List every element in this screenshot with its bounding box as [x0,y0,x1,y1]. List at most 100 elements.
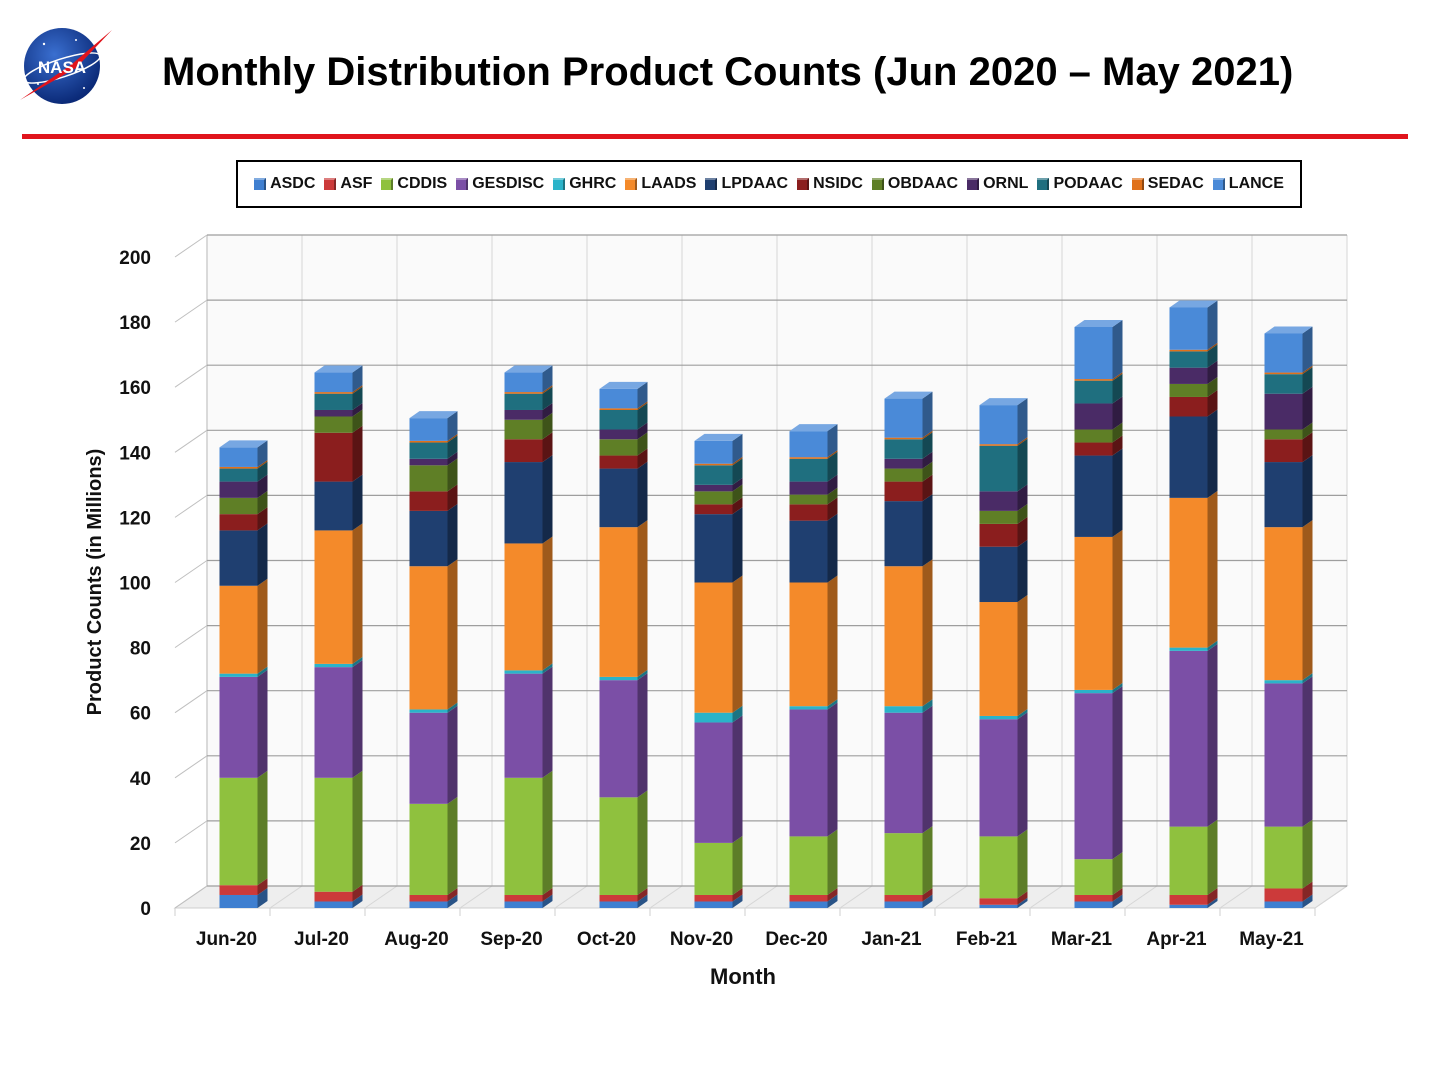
bar-segment-lance [789,424,838,458]
bar-segment-asf [219,878,268,895]
bar-segment-sedac [1074,372,1123,381]
x-tick-label: May-21 [1239,929,1304,950]
x-tick-label: Dec-20 [765,929,827,950]
bar-segment-laads [979,595,1028,716]
bar-top-cap [1074,319,1123,327]
legend-item-ornl: ORNL [967,175,1028,193]
legend-item-sedac: SEDAC [1131,175,1204,193]
bar-segment-asdc [219,887,268,908]
bar-segment-lance [504,365,553,393]
legend-item-podaac: PODAAC [1037,175,1123,193]
bar-segment-nsidc [789,497,838,521]
legend-swatch [625,178,638,190]
bar-segment-obdaac [884,461,933,482]
bar-segment-cddis [884,826,933,895]
bar-top-cap [1169,300,1218,308]
bar-segment-nsidc [1074,435,1123,456]
x-tick-label: Oct-20 [577,929,636,950]
bar-segment-nsidc [409,484,458,511]
y-axis-label: Product Counts (in Millions) [84,449,106,716]
bar-segment-ghrc [884,699,933,713]
bar-segment-gesdisc [504,666,553,778]
bar-segment-lance [694,433,743,464]
bar-segment-laads [314,523,363,664]
bar-segment-asdc [599,894,648,908]
bar-segment-lpdaac [789,513,838,583]
y-tick-label: 60 [130,704,151,725]
legend-item-gesdisc: GESDISC [456,175,544,193]
bar-segment-laads [1264,520,1313,681]
bar-segment-obdaac [1264,422,1313,440]
bar-segment-nsidc [219,507,268,531]
bar-segment-gesdisc [1264,676,1313,827]
bar-segment-laads [1169,490,1218,648]
bar-segment-lpdaac [219,523,268,586]
legend-item-cddis: CDDIS [381,175,447,193]
bar-segment-ghrc [504,663,553,674]
bar-segment-lance [409,411,458,441]
bar-top-cap [884,391,933,399]
bar-segment-lance [1264,326,1313,373]
y-tick-label: 140 [119,443,151,464]
bar-segment-asdc [314,894,363,908]
y-tick-label: 0 [140,899,151,920]
bar-segment-gesdisc [1169,643,1218,827]
bar-top-cap [219,440,268,448]
bar-segment-asdc [789,894,838,908]
bar-segment-asdc [694,894,743,908]
bar-segment-lance [314,365,363,393]
x-tick-label: Feb-21 [956,929,1018,950]
bar-segment-cddis [789,829,838,895]
bar-segment-ornl [409,451,458,466]
y-tick-label: 180 [119,313,151,334]
bar-stack [219,440,268,908]
bar-segment-laads [694,575,743,713]
bar-segment-nsidc [504,432,553,463]
legend-label: ASDC [270,175,316,192]
bar-segment-nsidc [599,448,648,469]
legend-swatch [1131,178,1144,190]
y-tick-label: 100 [119,574,151,595]
bar-segment-lance [1169,300,1218,350]
bar-segment-lpdaac [504,455,553,544]
bar-segment-podaac [1264,367,1313,394]
bar-segment-asf [504,887,553,902]
bar-top-cap [1264,326,1313,334]
bar-segment-laads [409,559,458,710]
legend-label: CDDIS [397,175,448,192]
bar-segment-sedac [884,430,933,440]
bar-top-cap [694,433,743,441]
bar-segment-ornl [884,451,933,469]
bar-segment-sedac [599,401,648,410]
bar-segment-gesdisc [694,715,743,843]
bar-segment-podaac [979,438,1028,492]
bar-segment-obdaac [694,484,743,505]
y-tick-label: 160 [119,378,151,399]
bar-segment-obdaac [599,432,648,456]
x-tick-label: Apr-21 [1146,929,1207,950]
bar-segment-gesdisc [789,702,838,837]
bar-segment-asf [599,887,648,902]
legend-item-ghrc: GHRC [553,175,616,193]
legend-swatch [254,178,267,190]
bar-segment-cddis [1264,819,1313,889]
legend-swatch [1212,178,1225,190]
bar-segment-ornl [219,474,268,498]
bar-segment-ghrc [1264,673,1313,684]
bar-segment-sedac [504,385,553,394]
bar-segment-nsidc [1264,432,1313,463]
bar-stack [694,433,743,908]
page-title: Monthly Distribution Product Counts (Jun… [162,50,1294,94]
bar-segment-laads [789,575,838,707]
bar-segment-lpdaac [409,503,458,567]
bar-segment-asf [1169,887,1218,905]
legend-swatch [797,178,810,190]
bar-segment-asf [314,884,363,902]
legend-swatch [381,178,394,190]
legend-swatch [1037,178,1050,190]
bar-segment-nsidc [314,425,363,482]
bar-segment-obdaac [979,503,1028,524]
bar-top-cap [314,365,363,373]
bar-segment-ghrc [599,669,648,681]
bar-top-cap [409,411,458,419]
